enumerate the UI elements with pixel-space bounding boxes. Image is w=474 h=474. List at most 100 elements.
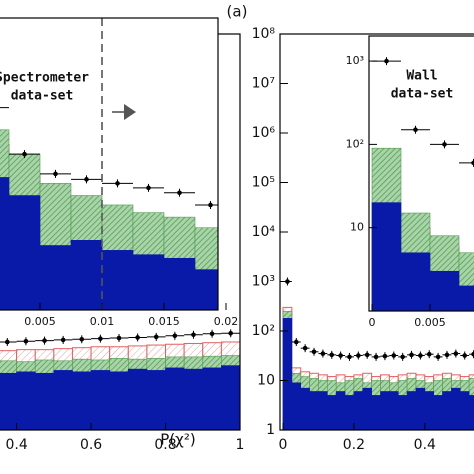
- bar: [459, 391, 470, 430]
- point: [426, 351, 432, 357]
- bar: [400, 252, 431, 311]
- point: [5, 339, 10, 345]
- x-tick-label: 0.4: [5, 437, 27, 453]
- bar: [442, 391, 452, 430]
- point: [444, 352, 450, 358]
- y-tick-label: 10⁷: [252, 76, 275, 92]
- point: [311, 349, 317, 355]
- point: [293, 339, 299, 345]
- bar: [451, 387, 461, 430]
- point: [153, 334, 159, 340]
- point: [98, 336, 103, 341]
- bar: [0, 177, 10, 310]
- point: [453, 351, 459, 356]
- bar: [309, 391, 319, 430]
- point: [471, 160, 474, 166]
- point: [302, 345, 308, 351]
- point: [338, 353, 343, 358]
- point: [22, 151, 27, 157]
- point: [382, 353, 388, 359]
- bar: [429, 270, 460, 311]
- bar: [371, 202, 402, 311]
- point: [418, 353, 423, 358]
- point: [409, 352, 414, 358]
- bar: [128, 368, 148, 430]
- y-tick-label: 10³: [346, 54, 364, 67]
- bar: [424, 391, 434, 430]
- bar: [183, 368, 204, 430]
- point: [364, 352, 370, 358]
- x-tick-label: 0: [369, 316, 376, 329]
- point: [135, 335, 140, 340]
- point: [209, 331, 215, 337]
- point: [23, 338, 29, 344]
- point: [116, 335, 122, 341]
- bar: [335, 391, 346, 430]
- point: [462, 353, 468, 358]
- bar: [389, 391, 399, 430]
- point: [391, 353, 397, 358]
- annotation: data-set: [11, 89, 74, 104]
- y-tick-label: 10⁶: [252, 125, 276, 141]
- y-tick-label: 10⁴: [252, 224, 276, 240]
- figure-label: (a): [227, 3, 248, 21]
- y-tick-label: 10²: [252, 323, 275, 339]
- x-axis-label: P(χ²): [160, 431, 195, 449]
- x-tick-label: 0.8: [154, 437, 176, 453]
- point: [435, 354, 441, 360]
- x-tick-label: 0.015: [148, 315, 180, 328]
- point: [191, 332, 196, 338]
- bar: [90, 370, 110, 430]
- point: [329, 352, 335, 358]
- bar: [53, 370, 73, 430]
- bar: [415, 387, 426, 430]
- point: [42, 338, 47, 343]
- x-tick-label: 0.6: [80, 437, 102, 453]
- bar: [163, 257, 196, 310]
- bar: [397, 395, 408, 430]
- bar: [353, 391, 364, 430]
- bar: [165, 367, 185, 430]
- bar: [221, 365, 240, 430]
- point: [413, 127, 418, 133]
- bar: [433, 395, 443, 430]
- bar: [39, 245, 72, 310]
- point: [384, 58, 389, 64]
- cut-arrow-head: [124, 104, 136, 120]
- x-tick-label: 0.01: [90, 315, 115, 328]
- x-tick-label: 0.4: [414, 437, 436, 453]
- point: [208, 202, 213, 208]
- point: [320, 351, 326, 356]
- bar: [282, 318, 293, 430]
- y-tick-label: 10⁸: [252, 26, 276, 42]
- point: [373, 354, 379, 360]
- plot-area: [0, 18, 218, 310]
- y-tick-label: 1: [266, 422, 275, 438]
- point: [356, 353, 361, 358]
- x-tick-label: 0.2: [343, 437, 365, 453]
- bar: [70, 240, 103, 310]
- point: [347, 354, 352, 360]
- bar: [300, 387, 310, 430]
- y-tick-label: 10⁵: [252, 175, 275, 191]
- annotation: Spectrometer: [0, 71, 89, 86]
- point: [172, 333, 178, 339]
- bar: [8, 195, 41, 310]
- bar: [101, 250, 134, 310]
- x-tick-label: 0: [279, 437, 288, 453]
- y-tick-label: 10: [257, 373, 275, 389]
- point: [400, 354, 405, 360]
- point: [79, 336, 85, 342]
- bar: [327, 395, 337, 430]
- plot-area: [371, 57, 474, 311]
- x-tick-label: 1: [236, 437, 245, 453]
- point: [53, 171, 58, 177]
- point: [442, 142, 447, 147]
- x-tick-label: 0.005: [414, 316, 446, 329]
- frame: [0, 17, 219, 311]
- bar: [202, 367, 222, 430]
- bar: [72, 371, 92, 430]
- bar: [371, 395, 381, 430]
- bar: [132, 254, 165, 310]
- plot-area: [0, 329, 240, 430]
